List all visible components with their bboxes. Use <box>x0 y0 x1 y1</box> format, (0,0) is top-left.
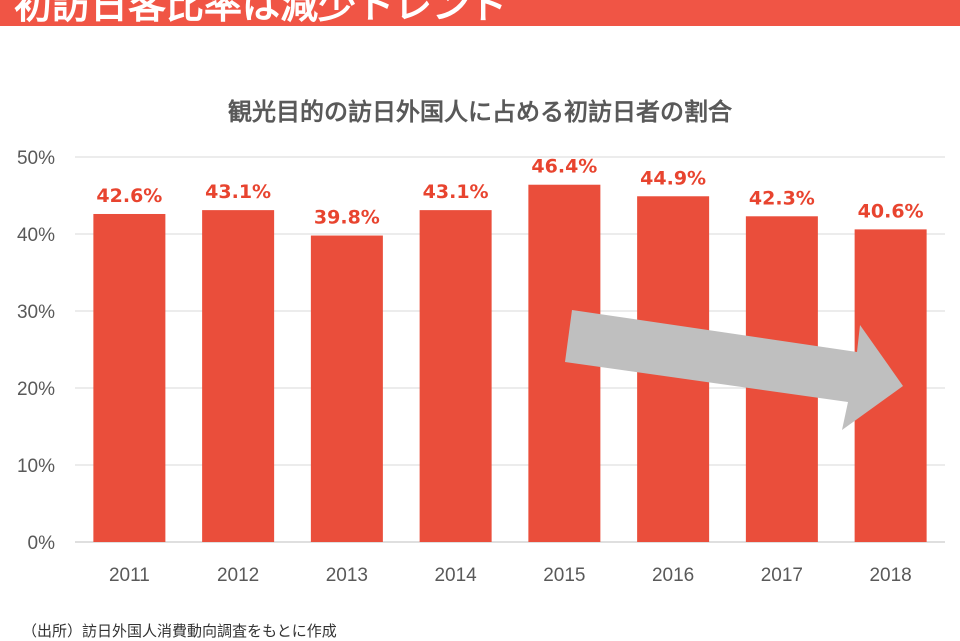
x-tick-label: 2013 <box>326 565 368 586</box>
source-note: （出所）訪日外国人消費動向調査をもとに作成 <box>22 622 337 640</box>
data-label: 42.6% <box>96 185 162 207</box>
x-tick-label: 2017 <box>761 565 803 586</box>
data-label: 46.4% <box>531 156 597 178</box>
header-bar: 初訪日客比率は減少トレンド <box>0 0 960 26</box>
y-tick-label: 40% <box>17 225 55 246</box>
bar <box>419 210 492 542</box>
x-tick-label: 2014 <box>434 565 477 586</box>
header-title: 初訪日客比率は減少トレンド <box>14 0 509 26</box>
x-tick-label: 2015 <box>543 565 585 586</box>
data-label: 39.8% <box>314 207 380 229</box>
data-label: 43.1% <box>423 181 489 203</box>
data-label: 44.9% <box>640 167 706 189</box>
y-tick-label: 20% <box>17 379 55 400</box>
data-label: 40.6% <box>858 200 924 222</box>
trend-arrow <box>565 310 903 430</box>
bar <box>93 213 166 543</box>
x-tick-label: 2012 <box>217 565 259 586</box>
y-tick-label: 0% <box>28 533 56 554</box>
y-tick-label: 30% <box>17 302 55 323</box>
x-tick-label: 2011 <box>109 565 150 586</box>
x-tick-label: 2016 <box>652 565 694 586</box>
y-tick-label: 50% <box>17 148 55 169</box>
x-tick-label: 2018 <box>869 565 911 586</box>
data-label: 42.3% <box>749 187 815 209</box>
chart-title: 観光目的の訪日外国人に占める初訪日者の割合 <box>228 98 732 126</box>
bar <box>202 210 275 542</box>
bar <box>310 235 383 543</box>
y-tick-label: 10% <box>17 456 55 477</box>
data-label: 43.1% <box>205 181 271 203</box>
